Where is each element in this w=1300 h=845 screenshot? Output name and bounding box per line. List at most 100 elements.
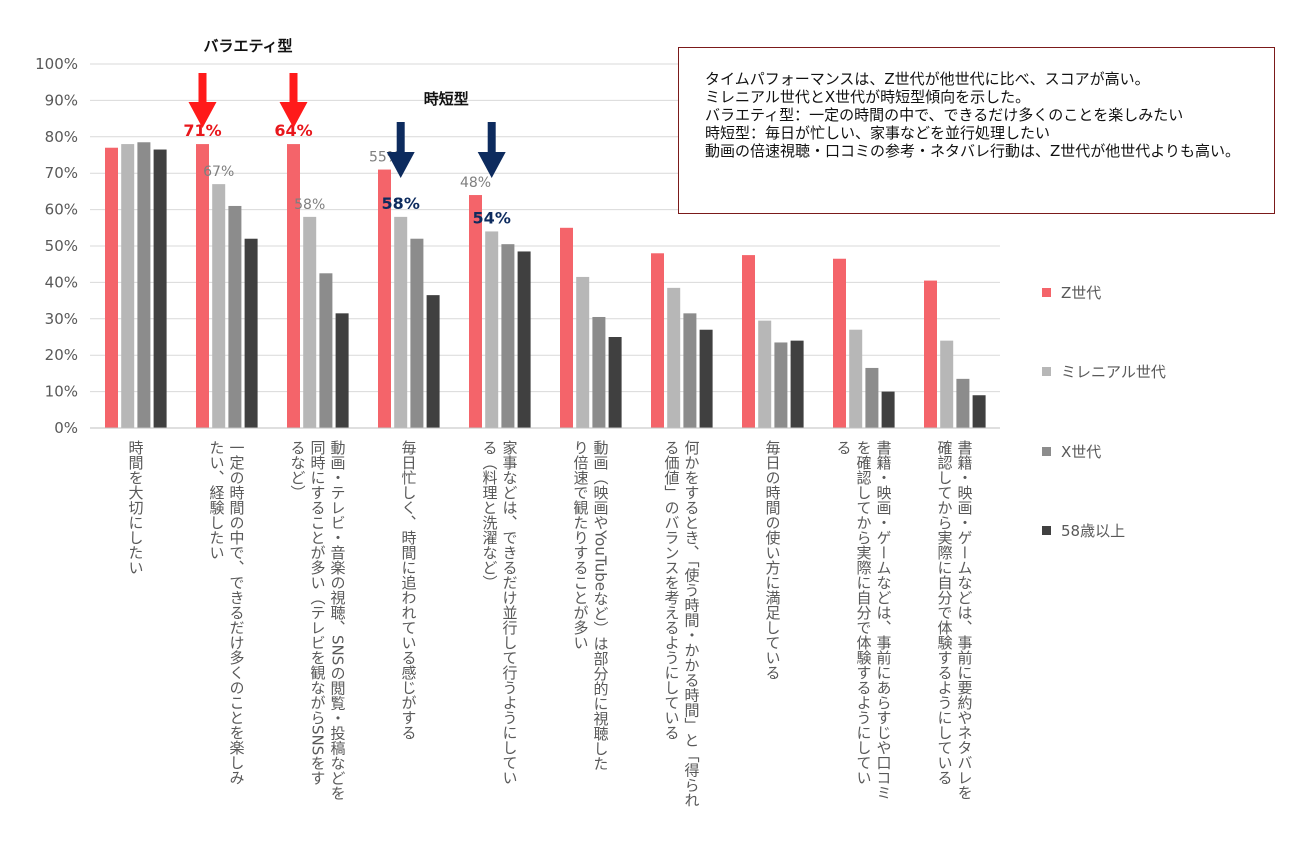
- bar: [105, 147, 118, 428]
- bar: [924, 280, 937, 428]
- y-tick-label: 50%: [45, 237, 78, 255]
- legend-swatch: [1042, 526, 1051, 535]
- bar: [667, 287, 681, 428]
- bar: [410, 238, 424, 428]
- bar: [560, 227, 573, 428]
- category-label: 毎日忙しく、時間に追われている感じがする: [400, 440, 418, 740]
- y-tick-label: 70%: [45, 164, 78, 182]
- category-label: 時間を大切にしたい: [127, 440, 145, 575]
- y-tick-label: 30%: [45, 310, 78, 328]
- category-label: 同時にすることが多い（テレビを観ながらSNSをす: [309, 440, 327, 785]
- arrow-down-icon: [386, 122, 415, 178]
- bar: [881, 391, 895, 428]
- y-tick-label: 100%: [35, 55, 78, 73]
- note-line: 動画の倍速視聴・口コミの参考・ネタバレ行動は、Z世代が他世代よりも高い。: [705, 142, 1240, 160]
- data-label: 48%: [460, 175, 491, 191]
- note-line: バラエティ型：一定の時間の中で、できるだけ多くのことを楽しみたい: [705, 106, 1184, 124]
- bar: [121, 144, 135, 428]
- bar: [956, 378, 970, 428]
- data-label: 54%: [473, 208, 511, 227]
- bar: [608, 337, 622, 428]
- category-label: を確認してから実際に自分で体験するようにしてい: [855, 440, 873, 785]
- bar: [378, 169, 391, 428]
- bar: [790, 340, 804, 428]
- bar: [833, 258, 846, 428]
- category-label: る価値」のバランスを考えるようにしている: [663, 440, 681, 740]
- legend-swatch: [1042, 367, 1051, 376]
- summary-note-box: タイムパフォーマンスは、Z世代が他世代に比べ、スコアが高い。 ミレニアル世代とX…: [678, 47, 1275, 214]
- legend-item-z: Z世代: [1042, 282, 1101, 303]
- bar: [592, 316, 606, 428]
- legend-item-58plus: 58歳以上: [1042, 520, 1125, 541]
- bar: [699, 329, 713, 428]
- annotation-label: 時短型: [424, 90, 469, 108]
- bar: [940, 340, 954, 428]
- data-label: 71%: [183, 121, 221, 140]
- bar: [501, 244, 515, 428]
- category-label: 動画（映画やYouTubeなど）は部分的に視聴した: [592, 440, 610, 771]
- bar: [972, 395, 986, 428]
- category-label: 確認してから実際に自分で体験するようにしている: [936, 440, 954, 785]
- arrow-down-icon: [188, 73, 217, 128]
- legend-label: 58歳以上: [1061, 522, 1126, 540]
- bar: [576, 276, 590, 428]
- bar: [651, 253, 664, 428]
- legend-label: X世代: [1061, 443, 1102, 461]
- bar: [212, 184, 226, 428]
- bar: [137, 142, 151, 428]
- category-label: 一定の時間の中で、できるだけ多くのことを楽しみ: [228, 440, 246, 785]
- bar: [469, 195, 482, 428]
- bar: [485, 231, 499, 428]
- category-label: 書籍・映画・ゲームなどは、事前にあらすじや口コミ: [875, 440, 893, 800]
- category-label: 毎日の時間の使い方に満足している: [764, 440, 782, 680]
- bar: [683, 313, 697, 428]
- bar: [153, 149, 167, 429]
- bar: [849, 329, 863, 428]
- note-line: 時短型：毎日が忙しい、家事などを並行処理したい: [705, 124, 1051, 142]
- bar: [742, 255, 755, 428]
- bar: [426, 295, 440, 428]
- y-tick-label: 20%: [45, 346, 78, 364]
- bar: [335, 313, 349, 428]
- y-tick-label: 90%: [45, 91, 78, 109]
- bar: [228, 205, 242, 428]
- data-label: 58%: [382, 194, 420, 213]
- category-label: 何かをするとき、「使う時間・かかる時間」と「得られ: [683, 440, 701, 808]
- legend-item-millennial: ミレニアル世代: [1042, 361, 1166, 382]
- arrow-down-icon: [279, 73, 308, 128]
- data-label: 64%: [274, 121, 312, 140]
- category-label: 動画・テレビ・音楽の視聴、SNSの閲覧・投稿などを: [329, 440, 347, 800]
- bar: [394, 216, 408, 428]
- category-label: る: [835, 440, 853, 455]
- bar: [758, 320, 772, 428]
- y-tick-label: 0%: [54, 419, 78, 437]
- note-line: ミレニアル世代とX世代が時短型傾向を示した。: [705, 88, 1031, 106]
- y-tick-label: 60%: [45, 201, 78, 219]
- y-tick-label: 40%: [45, 273, 78, 291]
- annotation-label: バラエティ型: [203, 37, 292, 55]
- category-label: るなど）: [289, 440, 307, 500]
- data-label: 67%: [203, 164, 234, 180]
- legend-label: Z世代: [1061, 284, 1102, 302]
- legend-label: ミレニアル世代: [1061, 363, 1166, 381]
- y-tick-label: 80%: [45, 128, 78, 146]
- legend-item-x: X世代: [1042, 441, 1101, 462]
- category-label: 書籍・映画・ゲームなどは、事前に要約やネタバレを: [956, 440, 974, 800]
- category-label: 家事などは、できるだけ並行して行うようにしてい: [501, 440, 519, 785]
- note-line: タイムパフォーマンスは、Z世代が他世代に比べ、スコアが高い。: [705, 70, 1150, 88]
- bar: [287, 144, 300, 428]
- bar: [303, 216, 317, 428]
- y-tick-label: 10%: [45, 383, 78, 401]
- arrow-down-icon: [477, 122, 506, 178]
- bar: [865, 367, 879, 428]
- data-label: 58%: [294, 197, 325, 213]
- bar: [319, 273, 333, 428]
- category-label: たい、経験したい: [208, 440, 226, 560]
- category-label: り倍速で観たりすることが多い: [572, 440, 590, 650]
- bar: [774, 342, 788, 428]
- category-label: る（料理と洗濯など）: [481, 440, 499, 590]
- legend-swatch: [1042, 288, 1051, 297]
- bar: [244, 238, 258, 428]
- bar: [196, 144, 209, 428]
